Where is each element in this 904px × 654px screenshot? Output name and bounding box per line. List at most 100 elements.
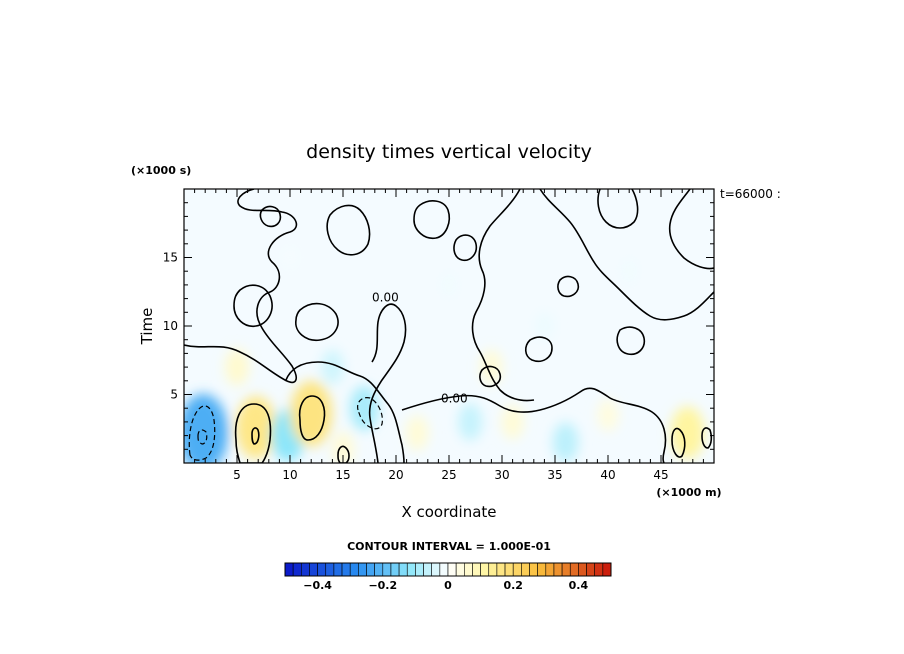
zero-contour <box>524 336 553 363</box>
zero-contour <box>557 275 580 298</box>
contour-interval-label: CONTOUR INTERVAL = 1.000E-01 <box>347 540 551 553</box>
x-tick-label: 35 <box>547 468 562 482</box>
x-axis-label: X coordinate <box>401 503 496 521</box>
colorbar-cell <box>431 562 441 577</box>
colorbar-cell <box>512 562 522 577</box>
colorbar-cell <box>382 562 392 577</box>
y-axis: 5 10 15 <box>163 202 714 450</box>
colorbar-cell <box>586 562 595 577</box>
colorbar-cell <box>569 562 579 577</box>
heatmap-field: 0.00 0.00 <box>184 189 714 463</box>
negative-contour <box>197 429 208 445</box>
colorbar-cell <box>602 562 612 577</box>
colorbar-cell <box>423 562 432 577</box>
zero-contour <box>259 205 282 228</box>
x-tick-label: 25 <box>441 468 456 482</box>
zero-contour <box>295 302 339 342</box>
negative-contour <box>188 405 216 461</box>
field-feature <box>597 398 619 432</box>
colorbar-cell <box>578 562 587 577</box>
contour-label: 0.00 <box>441 392 468 406</box>
time-stamp-label: t=66000 : <box>720 187 781 201</box>
zero-contour <box>479 365 502 388</box>
field-feature <box>321 349 344 385</box>
colorbar-cell <box>439 562 449 577</box>
colorbar-tick-label: 0.2 <box>503 579 523 592</box>
colorbar-cell <box>309 562 318 577</box>
colorbar-cell <box>366 562 375 577</box>
field-feature <box>224 348 250 386</box>
colorbar-cell <box>463 562 473 577</box>
field-feature <box>535 312 554 340</box>
y-tick-label: 15 <box>163 251 178 265</box>
positive-contour <box>671 427 686 458</box>
y-tick-label: 10 <box>163 319 178 333</box>
x-tick-label: 40 <box>600 468 615 482</box>
field-feature <box>405 415 429 451</box>
zero-contour <box>471 189 535 402</box>
colorbar-cell <box>333 562 343 577</box>
colorbar-cell <box>545 562 555 577</box>
x-tick-label: 15 <box>335 468 350 482</box>
zero-contour <box>233 284 273 328</box>
zero-contour <box>539 189 714 321</box>
colorbar-cell <box>561 562 571 577</box>
colorbar-cell <box>406 562 416 577</box>
colorbar-cell <box>537 562 547 577</box>
field-feature <box>620 258 638 285</box>
colorbar-cell <box>317 562 327 577</box>
zero-contour <box>285 361 405 463</box>
x-tick-label: 45 <box>653 468 668 482</box>
colorbar-cell <box>480 562 490 577</box>
colorbar-tick-label: 0.4 <box>569 579 589 592</box>
colorbar-cell <box>398 562 408 577</box>
colorbar-cell <box>300 562 310 577</box>
colorbar-cell <box>341 562 351 577</box>
field-feature <box>184 393 229 463</box>
zero-contour <box>184 189 298 384</box>
x-tick-label: 20 <box>388 468 403 482</box>
colorbar-ticks: −0.4 −0.2 0 0.2 0.4 <box>303 579 588 592</box>
colorbar-cell <box>284 562 294 577</box>
colorbar-cell <box>349 562 359 577</box>
zero-contour <box>597 189 639 229</box>
zero-contour <box>368 303 407 463</box>
zero-contour <box>326 204 371 256</box>
x-tick-label: 10 <box>282 468 297 482</box>
colorbar-cell <box>472 562 481 577</box>
colorbar-tick-label: 0 <box>444 579 452 592</box>
field-feature <box>458 403 483 441</box>
colorbar-cell <box>521 562 530 577</box>
zero-contour <box>413 200 451 240</box>
field-feature <box>552 422 579 463</box>
colorbar-cell <box>415 562 424 577</box>
x-unit-label: (×1000 m) <box>656 486 721 499</box>
colorbar-cell <box>594 562 604 577</box>
colorbar-cell <box>374 562 384 577</box>
colorbar-cell <box>455 562 465 577</box>
zero-contour <box>453 234 478 262</box>
colorbar-cell <box>390 562 400 577</box>
colorbar-tick-label: −0.2 <box>368 579 397 592</box>
colorbar-cell <box>292 562 302 577</box>
y-unit-label: (×1000 s) <box>131 164 191 177</box>
colorbar-cell <box>325 562 335 577</box>
positive-contour <box>251 427 260 445</box>
zero-contour <box>401 387 667 463</box>
colorbar-cell <box>488 562 498 577</box>
colorbar-cell <box>358 562 367 577</box>
colorbar-cell <box>447 562 457 577</box>
colorbar-cell <box>496 562 506 577</box>
zero-contour <box>616 326 646 356</box>
field-feature <box>349 385 379 431</box>
colorbar-cell <box>529 562 538 577</box>
positive-contour <box>337 445 350 463</box>
x-tick-label: 5 <box>233 468 241 482</box>
field-feature <box>290 381 333 447</box>
chart-title: density times vertical velocity <box>306 141 592 163</box>
colorbar-tick-label: −0.4 <box>303 579 332 592</box>
field-feature <box>440 271 458 298</box>
colorbar-frame <box>284 562 612 577</box>
field-feature <box>670 406 705 460</box>
